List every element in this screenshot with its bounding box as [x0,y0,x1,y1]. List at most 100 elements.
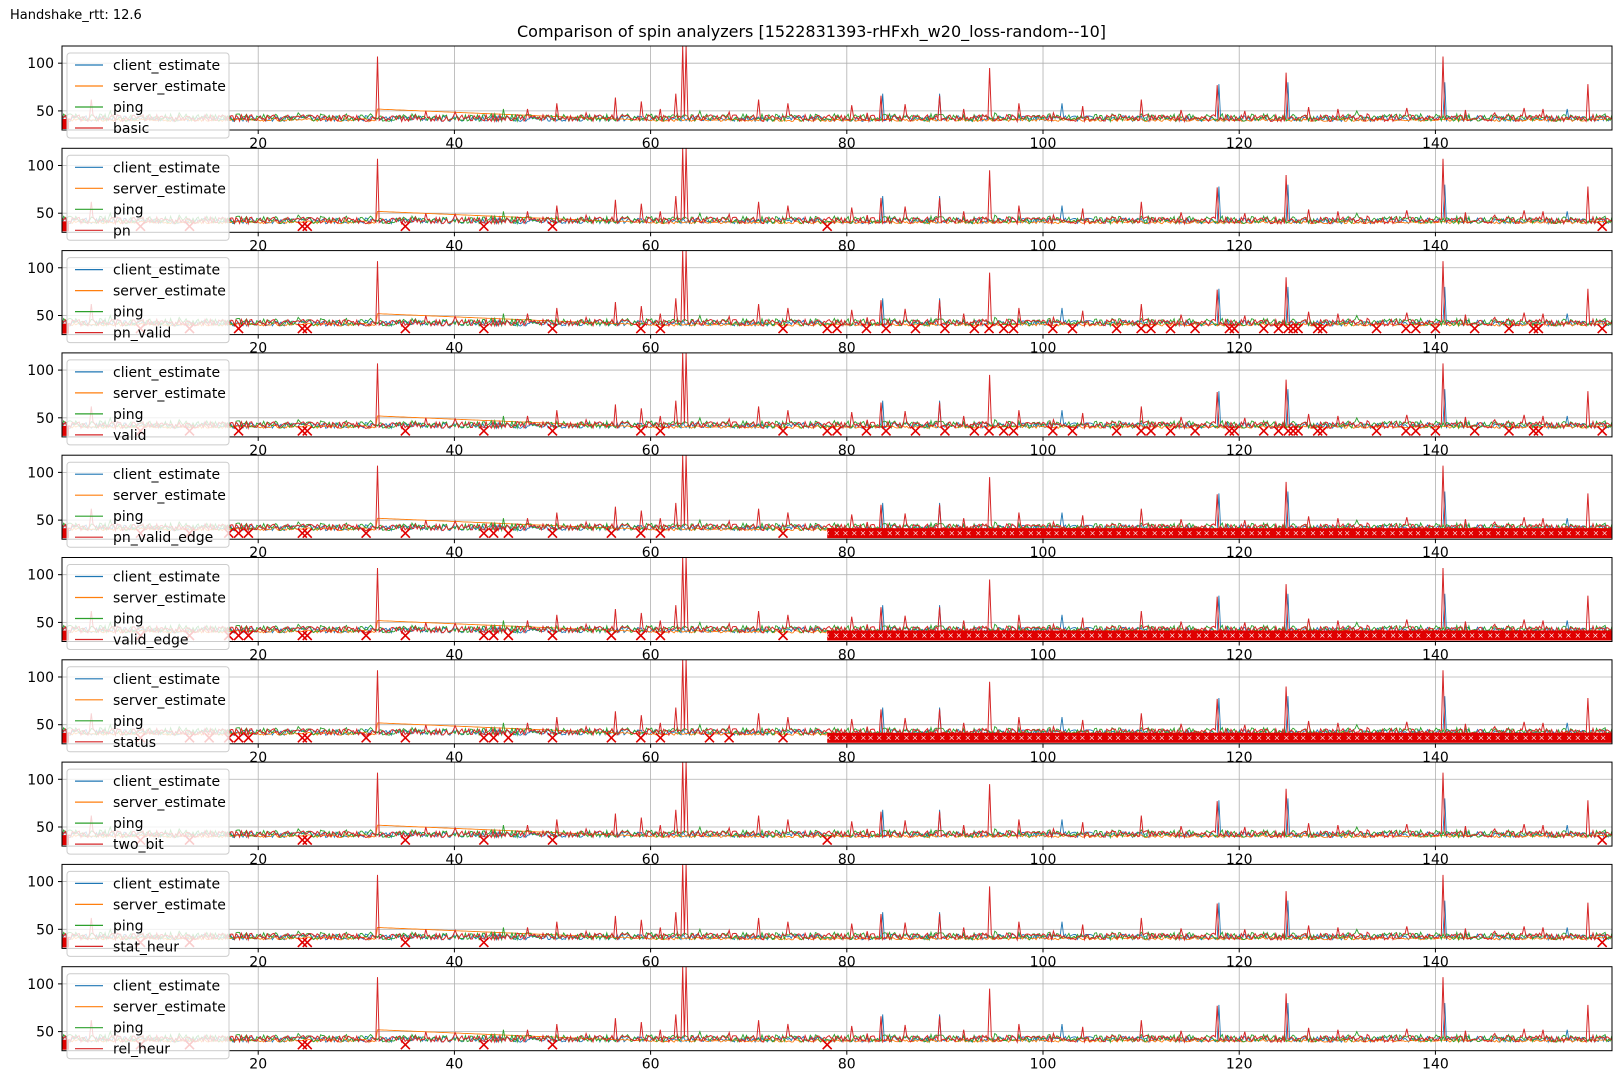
legend-entry-client_estimate: client_estimate [113,263,220,279]
dense-marker [1222,530,1228,536]
invalid-marker [1312,425,1323,436]
dense-marker [1327,633,1332,638]
dense-marker [1036,735,1041,741]
invalid-marker [1047,323,1058,334]
y-tick-label: 50 [36,309,54,325]
plot-area [62,966,1612,1050]
dense-marker [930,530,936,536]
dense-marker [1256,735,1262,741]
invalid-marker [1410,425,1421,436]
invalid-marker [488,732,499,743]
invalid-marker [1190,323,1201,334]
dense-marker [824,530,830,536]
legend-entry-ping: ping [113,100,144,116]
dense-marker [825,735,831,741]
invalid-marker [1371,425,1382,436]
dense-marker [939,633,945,638]
dense-marker [992,530,998,536]
subplot-rel_heur: 50 100 20 40 60 80 100 120 140 client_estimateser… [27,966,1613,1073]
invalid-marker [233,528,244,539]
invalid-marker [302,528,313,539]
series-two_bit [62,762,1612,840]
dense-marker [1531,735,1537,741]
dense-marker [1196,530,1201,536]
invalid-marker [243,732,254,743]
dense-marker [966,530,971,536]
dense-marker [1363,735,1369,741]
dense-marker [878,633,883,638]
invalid-marker [400,323,411,334]
dense-marker-band [827,528,1612,539]
invalid-marker [1597,835,1608,846]
invalid-marker [983,425,995,436]
dense-marker [1426,633,1431,638]
dense-marker [1320,735,1325,741]
dense-marker [1089,735,1095,741]
dense-marker [956,633,962,638]
dense-marker [1222,633,1228,638]
y-tick-label: 50 [36,206,54,222]
plot-area [62,557,1612,641]
dense-marker [1238,633,1244,638]
dense-marker [1390,633,1396,638]
dense-marker [1159,735,1165,741]
dense-marker [1593,735,1598,741]
invalid-marker [724,732,735,743]
dense-marker [1540,530,1545,536]
x-tick-label: 60 [642,1057,660,1073]
legend-entry-stat_heur: stat_heur [113,939,179,955]
invalid-marker [1597,425,1608,436]
dense-marker [1221,735,1226,741]
dense-marker [1486,735,1492,741]
dense-marker [976,530,981,536]
legend-entry-ping: ping [113,918,144,934]
dense-marker [1099,530,1104,536]
invalid-marker [302,835,313,846]
invalid-marker [488,528,499,539]
legend-entry-ping: ping [113,202,144,218]
dense-marker [1468,530,1474,536]
dense-marker [1522,633,1528,638]
dense-marker [1435,633,1440,638]
axes-frame [61,250,1613,336]
dense-marker [852,530,857,536]
dense-marker [834,633,839,638]
dense-marker [1469,633,1475,638]
series-client_estimate [62,184,1612,226]
dense-marker [1372,633,1377,638]
x-tick-label: 120 [1226,1057,1253,1073]
edge-marker [62,835,69,846]
legend-entry-pn: pn [113,223,131,239]
dense-marker [1247,735,1253,741]
invalid-marker [822,835,833,846]
dense-marker [940,735,945,741]
invalid-marker [939,425,950,436]
dense-marker [1168,530,1174,536]
dense-marker [1540,633,1545,638]
dense-marker [1415,633,1421,638]
invalid-marker [1111,323,1122,334]
series-client_estimate [62,82,1612,123]
invalid-marker [1111,425,1122,436]
invalid-marker [655,323,666,334]
plot-area [62,352,1612,436]
dense-marker [1302,633,1307,638]
dense-marker [1461,633,1466,638]
invalid-marker [635,425,646,436]
legend-box [66,768,230,855]
axes-frame [61,863,1613,949]
invalid-marker [777,732,789,743]
plot-area [62,250,1612,334]
axes-frame [61,761,1613,847]
dense-marker [1513,735,1518,741]
legend-entry-server_estimate: server_estimate [113,181,226,197]
invalid-marker [655,528,666,539]
dense-marker [1478,633,1483,638]
legend-entry-server_estimate: server_estimate [113,897,226,913]
dense-marker [1125,633,1130,638]
dense-marker [1311,735,1316,741]
dense-marker [1080,735,1085,741]
